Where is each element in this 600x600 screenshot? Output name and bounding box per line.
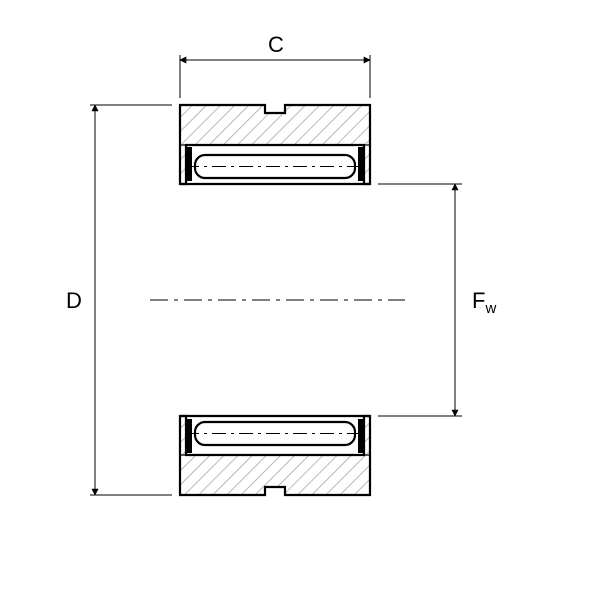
dim-label-fw: Fw (472, 288, 496, 317)
washer-lower-left (186, 419, 192, 453)
dimension-c: C (180, 32, 370, 98)
washer-upper-right (358, 147, 364, 181)
dim-label-c: C (268, 32, 284, 57)
dim-label-d: D (66, 288, 82, 313)
washer-upper-left (186, 147, 192, 181)
lower-half (180, 416, 370, 495)
upper-half (180, 105, 370, 184)
washer-lower-right (358, 419, 364, 453)
bearing-cross-section-diagram: C D Fw (0, 0, 600, 600)
